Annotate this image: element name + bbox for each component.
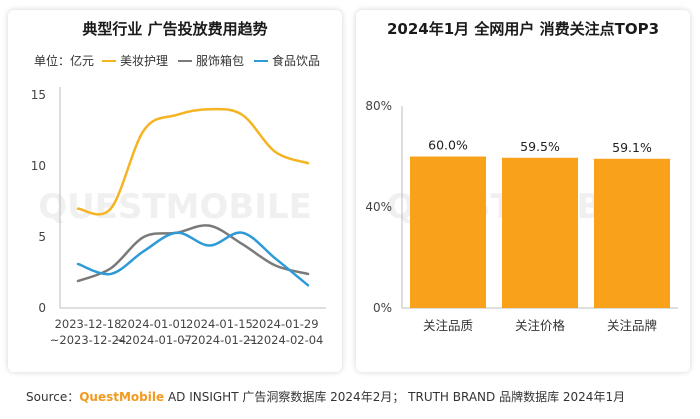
y-tick-label: 80% bbox=[365, 99, 392, 113]
x-tick-label: ~2024-01-07 bbox=[115, 333, 191, 347]
legend-item-1: 服饰箱包 bbox=[178, 52, 244, 69]
y-tick-label: 0% bbox=[373, 301, 392, 315]
x-tick-label: 2024-01-01 bbox=[120, 317, 187, 331]
y-tick-label: 10 bbox=[31, 159, 46, 173]
legend-swatch-2 bbox=[254, 59, 269, 62]
series-line-0 bbox=[76, 107, 310, 216]
x-tick-label: 2023-12-18 bbox=[55, 317, 122, 331]
x-tick-label: ~2023-12-24 bbox=[50, 333, 126, 347]
line-chart-card: 典型行业 广告投放费用趋势 单位：亿元 美妆护理 服饰箱包 食品饮品 QUEST… bbox=[8, 10, 342, 372]
source-prefix: Source： bbox=[26, 390, 80, 404]
bar-value-label: 60.0% bbox=[428, 138, 468, 153]
legend-item-2: 食品饮品 bbox=[254, 52, 320, 69]
line-chart-plot: QUESTMOBILE 0 5 10 15 2023-12-18 ~2023-12-24 20… bbox=[31, 87, 326, 347]
bar-0 bbox=[410, 156, 486, 308]
bar-chart-card: 2024年1月 全网用户 消费关注点TOP3 QUESTMOBILE0%40%8… bbox=[356, 10, 690, 372]
legend-item-0: 美妆护理 bbox=[102, 52, 168, 69]
x-tick-label: ~2024-01-21 bbox=[181, 333, 257, 347]
legend-swatch-0 bbox=[102, 59, 117, 62]
unit-label: 单位：亿元 bbox=[34, 54, 95, 68]
bar-2 bbox=[594, 158, 670, 308]
y-tick-label: 15 bbox=[31, 88, 46, 102]
series-line-2 bbox=[76, 231, 310, 287]
legend-label-2: 食品饮品 bbox=[272, 54, 321, 68]
bar-chart-title: 2024年1月 全网用户 消费关注点TOP3 bbox=[386, 20, 660, 38]
y-tick-label: 40% bbox=[365, 200, 392, 214]
x-tick-label: 关注价格 bbox=[515, 318, 566, 333]
source-rest: AD INSIGHT 广告洞察数据库 2024年2月； TRUTH BRAND … bbox=[164, 390, 626, 404]
bar-value-label: 59.1% bbox=[612, 140, 652, 155]
legend-label-0: 美妆护理 bbox=[120, 54, 169, 68]
bar-value-label: 59.5% bbox=[520, 139, 560, 154]
bar-chart-plot: QUESTMOBILE0%40%80%60.0%关注品质59.5%关注价格59.… bbox=[365, 99, 678, 333]
x-tick-label: ~2024-02-04 bbox=[247, 333, 323, 347]
legend-swatch-1 bbox=[178, 59, 193, 62]
x-tick-label: 2024-01-15 bbox=[186, 317, 253, 331]
series-line-1 bbox=[76, 224, 310, 283]
x-tick-label: 关注品牌 bbox=[607, 318, 657, 333]
y-tick-label: 0 bbox=[38, 301, 46, 315]
y-tick-label: 5 bbox=[38, 230, 46, 244]
legend-label-1: 服饰箱包 bbox=[196, 54, 245, 68]
x-tick-label: 2024-01-29 bbox=[252, 317, 319, 331]
source-note: Source：QuestMobile AD INSIGHT 广告洞察数据库 20… bbox=[26, 388, 625, 405]
watermark: QUESTMOBILE bbox=[38, 187, 312, 227]
x-tick-label: 关注品质 bbox=[423, 318, 473, 333]
line-chart-title: 典型行业 广告投放费用趋势 bbox=[82, 20, 268, 38]
source-brand: QuestMobile bbox=[79, 390, 165, 404]
line-chart-legend: 单位：亿元 美妆护理 服饰箱包 食品饮品 bbox=[34, 52, 330, 69]
bar-1 bbox=[502, 157, 578, 308]
